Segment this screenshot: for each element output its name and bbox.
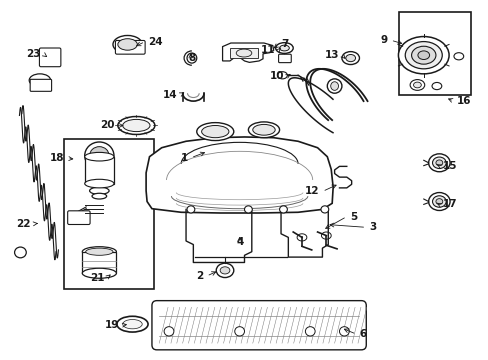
Ellipse shape (234, 327, 244, 336)
Text: 5: 5 (349, 212, 356, 221)
Ellipse shape (435, 160, 442, 166)
Text: 17: 17 (442, 199, 456, 210)
Ellipse shape (92, 193, 106, 199)
Ellipse shape (186, 53, 196, 63)
Ellipse shape (89, 187, 109, 194)
Ellipse shape (431, 82, 441, 90)
Bar (82, 252, 116, 273)
Ellipse shape (341, 51, 359, 64)
Ellipse shape (122, 120, 150, 132)
Text: 2: 2 (196, 271, 203, 281)
Text: 9: 9 (380, 35, 387, 45)
Text: 16: 16 (456, 96, 470, 106)
Ellipse shape (417, 51, 429, 59)
Text: 3: 3 (368, 222, 376, 232)
Ellipse shape (84, 179, 114, 188)
FancyBboxPatch shape (152, 301, 366, 350)
Ellipse shape (279, 206, 287, 213)
Ellipse shape (15, 247, 26, 258)
Ellipse shape (432, 196, 445, 207)
Ellipse shape (305, 327, 314, 336)
Ellipse shape (164, 327, 174, 336)
Text: 23: 23 (26, 49, 41, 59)
Text: 4: 4 (236, 237, 244, 247)
FancyBboxPatch shape (115, 40, 145, 54)
Text: 8: 8 (187, 53, 195, 63)
Ellipse shape (89, 147, 109, 165)
Text: 10: 10 (269, 71, 284, 81)
Ellipse shape (326, 79, 341, 93)
Ellipse shape (216, 263, 233, 278)
Text: 20: 20 (100, 121, 115, 130)
Bar (84, 157, 114, 184)
Ellipse shape (339, 327, 348, 336)
Polygon shape (146, 137, 332, 213)
Text: 18: 18 (50, 153, 64, 163)
FancyBboxPatch shape (278, 54, 291, 63)
Ellipse shape (432, 157, 445, 168)
FancyBboxPatch shape (30, 79, 52, 91)
Polygon shape (222, 43, 273, 62)
FancyBboxPatch shape (40, 48, 61, 67)
Ellipse shape (252, 125, 275, 135)
Ellipse shape (41, 50, 58, 64)
Ellipse shape (84, 152, 114, 161)
Text: 11: 11 (261, 45, 275, 55)
Bar (399, 12, 470, 95)
Ellipse shape (428, 154, 449, 172)
Ellipse shape (82, 268, 116, 278)
Ellipse shape (244, 206, 252, 213)
Ellipse shape (279, 45, 289, 51)
Text: 1: 1 (180, 153, 187, 163)
Ellipse shape (85, 248, 113, 255)
Ellipse shape (277, 72, 287, 79)
Text: 22: 22 (17, 219, 31, 229)
Ellipse shape (117, 316, 148, 332)
Ellipse shape (118, 39, 137, 50)
Ellipse shape (82, 247, 116, 257)
Ellipse shape (186, 206, 194, 213)
Text: 12: 12 (305, 186, 319, 197)
Ellipse shape (330, 82, 338, 90)
Ellipse shape (113, 36, 142, 53)
Ellipse shape (275, 42, 293, 53)
Ellipse shape (201, 126, 228, 138)
Ellipse shape (122, 319, 142, 329)
Text: 6: 6 (359, 329, 366, 339)
Text: 15: 15 (442, 161, 456, 171)
Bar (64, 139, 154, 289)
Ellipse shape (413, 82, 421, 88)
Bar (229, 48, 258, 58)
Ellipse shape (345, 54, 355, 62)
Ellipse shape (435, 199, 442, 204)
Ellipse shape (409, 80, 424, 90)
Ellipse shape (29, 74, 51, 87)
Text: 24: 24 (148, 37, 163, 46)
Ellipse shape (398, 37, 448, 74)
Ellipse shape (405, 41, 441, 69)
Ellipse shape (428, 193, 449, 211)
Text: 21: 21 (89, 273, 104, 283)
Text: 7: 7 (281, 40, 288, 49)
Text: 19: 19 (104, 320, 119, 330)
Ellipse shape (248, 122, 279, 138)
Ellipse shape (453, 53, 463, 60)
Text: 14: 14 (162, 90, 177, 100)
FancyBboxPatch shape (67, 211, 90, 225)
Ellipse shape (118, 117, 155, 134)
Ellipse shape (196, 123, 233, 140)
Ellipse shape (84, 142, 114, 169)
Ellipse shape (236, 49, 251, 57)
Ellipse shape (411, 46, 435, 64)
Ellipse shape (320, 206, 328, 213)
Text: 13: 13 (324, 50, 338, 60)
Ellipse shape (220, 267, 229, 274)
